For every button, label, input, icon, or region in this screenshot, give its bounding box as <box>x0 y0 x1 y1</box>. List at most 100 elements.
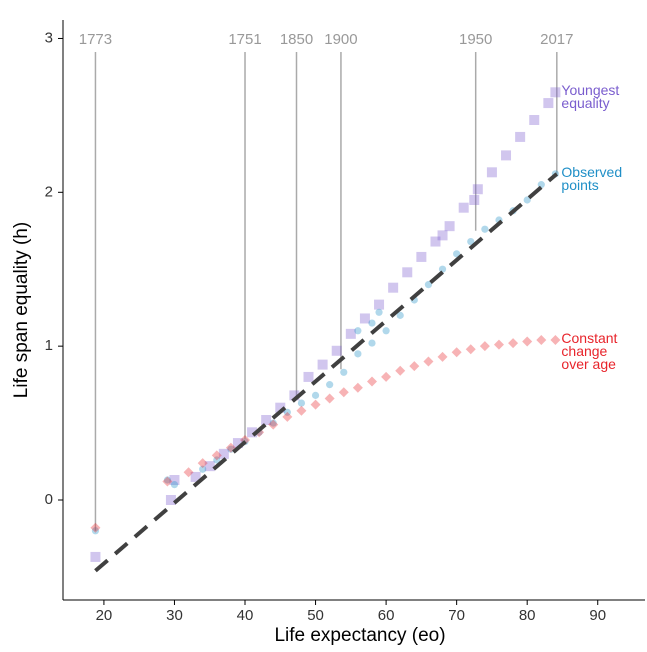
point <box>467 237 475 246</box>
point <box>183 467 194 478</box>
point <box>430 236 441 247</box>
point <box>340 368 348 376</box>
x-tick-label: 20 <box>96 607 113 624</box>
series-label: Observed points <box>561 163 623 193</box>
y-axis-label: Life span equality (h) <box>11 222 32 398</box>
point <box>90 522 101 533</box>
x-tick-label: 70 <box>448 607 465 624</box>
x-tick-label: 40 <box>237 607 254 624</box>
year-label: 1773 <box>79 31 112 48</box>
point <box>424 281 433 289</box>
reference-line <box>94 172 559 573</box>
point <box>303 371 314 382</box>
point <box>324 393 335 404</box>
point <box>444 221 455 232</box>
point <box>190 471 201 482</box>
point <box>169 475 180 485</box>
point <box>481 225 489 233</box>
point <box>451 347 462 358</box>
point <box>486 167 497 178</box>
point <box>458 202 469 213</box>
point <box>493 339 504 350</box>
year-label: 1751 <box>228 31 261 48</box>
point <box>438 265 447 273</box>
point <box>199 465 207 473</box>
x-tick-label: 50 <box>307 607 324 624</box>
point <box>375 308 383 316</box>
point <box>197 458 208 469</box>
point <box>91 527 100 535</box>
point <box>163 476 172 484</box>
point <box>515 131 526 142</box>
point <box>283 408 291 416</box>
point <box>368 339 376 347</box>
point <box>366 376 377 387</box>
point <box>409 361 420 372</box>
x-tick-label: 80 <box>519 607 536 624</box>
point <box>501 150 512 161</box>
point <box>522 336 533 347</box>
point <box>508 338 519 349</box>
x-tick-label: 90 <box>589 607 606 624</box>
point <box>523 196 531 204</box>
point <box>297 399 306 407</box>
point <box>345 328 356 339</box>
point <box>354 350 362 358</box>
year-label: 1950 <box>459 31 492 48</box>
point <box>269 419 277 427</box>
point <box>354 327 362 335</box>
point <box>247 427 258 438</box>
point <box>453 250 461 258</box>
y-tick-label: 1 <box>45 337 53 354</box>
point <box>204 461 215 472</box>
point <box>437 351 448 362</box>
point <box>261 415 272 425</box>
x-tick-label: 60 <box>378 607 395 624</box>
point <box>388 282 399 293</box>
point <box>338 387 349 398</box>
point <box>326 381 334 389</box>
y-tick-label: 3 <box>45 29 53 46</box>
point <box>275 402 286 413</box>
point <box>529 115 540 125</box>
point <box>402 267 413 278</box>
point <box>289 390 300 401</box>
point <box>162 476 173 487</box>
point <box>268 419 279 430</box>
point <box>218 448 229 459</box>
point <box>550 87 561 98</box>
point <box>317 359 328 370</box>
series-label: Constant change over age <box>561 330 618 372</box>
point <box>310 399 321 410</box>
point <box>395 365 406 376</box>
point <box>437 230 448 241</box>
year-label: 1900 <box>324 31 357 48</box>
point <box>165 495 176 505</box>
year-label: 1850 <box>280 31 313 48</box>
year-label: 2017 <box>540 31 573 48</box>
point <box>232 438 243 449</box>
point <box>550 335 561 345</box>
point <box>536 335 547 345</box>
point <box>465 344 476 355</box>
point <box>170 481 179 489</box>
point <box>382 327 390 335</box>
point <box>90 551 101 562</box>
point <box>472 184 483 195</box>
y-tick-label: 0 <box>45 491 53 508</box>
point <box>331 345 342 356</box>
point <box>352 382 363 393</box>
point <box>296 405 307 416</box>
x-axis-label: Life expectancy (eo) <box>274 625 445 646</box>
point <box>282 411 293 422</box>
y-tick-label: 2 <box>45 183 53 200</box>
point <box>381 371 392 382</box>
point <box>374 299 385 310</box>
x-tick-label: 30 <box>166 607 183 624</box>
series-label: Youngest equality <box>561 82 620 112</box>
point <box>311 391 320 399</box>
point <box>479 341 490 352</box>
point <box>359 313 370 324</box>
point <box>396 311 404 319</box>
